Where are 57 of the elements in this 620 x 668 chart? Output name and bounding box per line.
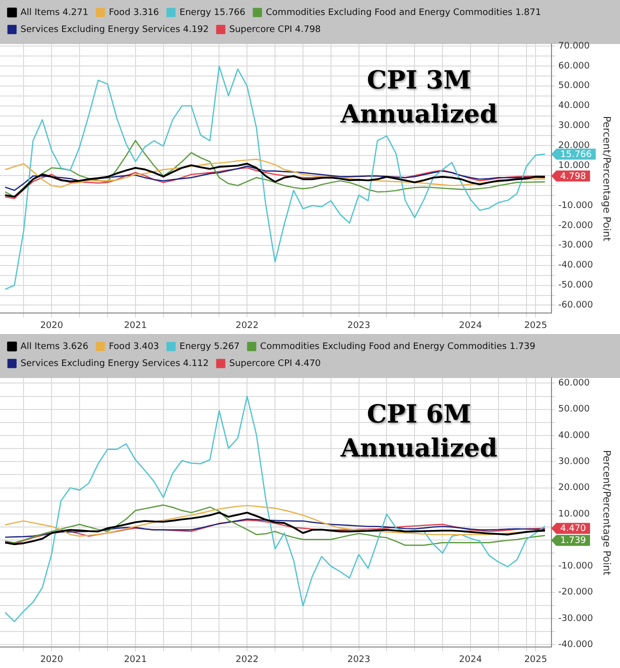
legend-label: Energy 15.766 bbox=[180, 8, 246, 18]
y-tick-label: 60.000 bbox=[558, 378, 590, 389]
legend-label: Food 3.403 bbox=[108, 342, 160, 352]
y-tick-label: 10.000 bbox=[558, 509, 590, 520]
y-tick-label: -30.000 bbox=[558, 240, 594, 251]
annotation: CPI 3M bbox=[366, 66, 472, 94]
annotation: 4.798 bbox=[560, 172, 586, 182]
annotation: 4.470 bbox=[560, 524, 586, 534]
x-tick-label: 2025 bbox=[524, 320, 548, 331]
legend-label: Services Excluding Energy Services 4.192 bbox=[20, 24, 209, 35]
y-tick-label: 50.000 bbox=[558, 81, 590, 92]
legend-label: Supercore CPI 4.470 bbox=[229, 358, 322, 369]
annotation: CPI 6M bbox=[366, 400, 472, 428]
y-tick-label: 30.000 bbox=[558, 456, 590, 467]
annotation: 15.766 bbox=[560, 150, 592, 160]
y-tick-label: 30.000 bbox=[558, 121, 590, 132]
y-tick-label: -30.000 bbox=[558, 614, 594, 624]
y-tick-label: 40.000 bbox=[558, 430, 590, 441]
y-tick-label: 70.000 bbox=[558, 41, 590, 52]
y-axis-title: Percent/Percentage Point bbox=[600, 116, 612, 242]
y-axis-title: Percent/Percentage Point bbox=[600, 450, 612, 576]
y-tick-label: -10.000 bbox=[558, 562, 594, 572]
x-tick-label: 2021 bbox=[124, 320, 147, 331]
y-tick-label: 50.000 bbox=[558, 404, 590, 415]
annotation: Annualized bbox=[340, 434, 498, 462]
x-tick-label: 2022 bbox=[236, 320, 259, 331]
x-tick-label: 2024 bbox=[459, 320, 482, 331]
y-tick-label: 40.000 bbox=[558, 101, 590, 112]
y-tick-label: -20.000 bbox=[558, 588, 594, 598]
legend-label: Supercore CPI 4.798 bbox=[229, 24, 322, 35]
legend-label: All Items 4.271 bbox=[20, 8, 88, 18]
x-tick-label: 2020 bbox=[40, 654, 64, 665]
x-tick-label: 2022 bbox=[236, 654, 259, 665]
y-tick-label: -40.000 bbox=[558, 640, 594, 650]
x-tick-label: 2023 bbox=[347, 320, 370, 331]
x-tick-label: 2020 bbox=[40, 320, 64, 331]
y-tick-label: -20.000 bbox=[558, 220, 594, 231]
legend-label: Energy 5.267 bbox=[180, 342, 240, 352]
y-tick-label: 60.000 bbox=[558, 61, 590, 72]
legend-label: Food 3.316 bbox=[108, 8, 160, 18]
y-tick-label: -60.000 bbox=[558, 300, 594, 311]
y-tick-label: -50.000 bbox=[558, 280, 594, 291]
x-tick-label: 2024 bbox=[459, 654, 482, 665]
legend-label: Commodities Excluding Food and Energy Commodities 1.871 bbox=[266, 8, 542, 18]
legend-label: All Items 3.626 bbox=[20, 342, 89, 352]
legend-label: Commodities Excluding Food and Energy Commodities 1.739 bbox=[260, 342, 536, 352]
y-tick-label: 20.000 bbox=[558, 483, 590, 494]
annotation: Annualized bbox=[340, 100, 498, 128]
annotation: 1.739 bbox=[560, 536, 586, 546]
legend-label: Services Excluding Energy Services 4.112 bbox=[20, 358, 209, 369]
y-tick-label: -40.000 bbox=[558, 260, 594, 271]
y-tick-label: -10.000 bbox=[558, 200, 594, 211]
x-tick-label: 2021 bbox=[124, 654, 147, 665]
x-tick-label: 2023 bbox=[347, 654, 370, 665]
x-tick-label: 2025 bbox=[524, 654, 548, 665]
y-tick-label: 20.000 bbox=[558, 141, 590, 152]
y-tick-label: 10.000 bbox=[558, 160, 590, 171]
